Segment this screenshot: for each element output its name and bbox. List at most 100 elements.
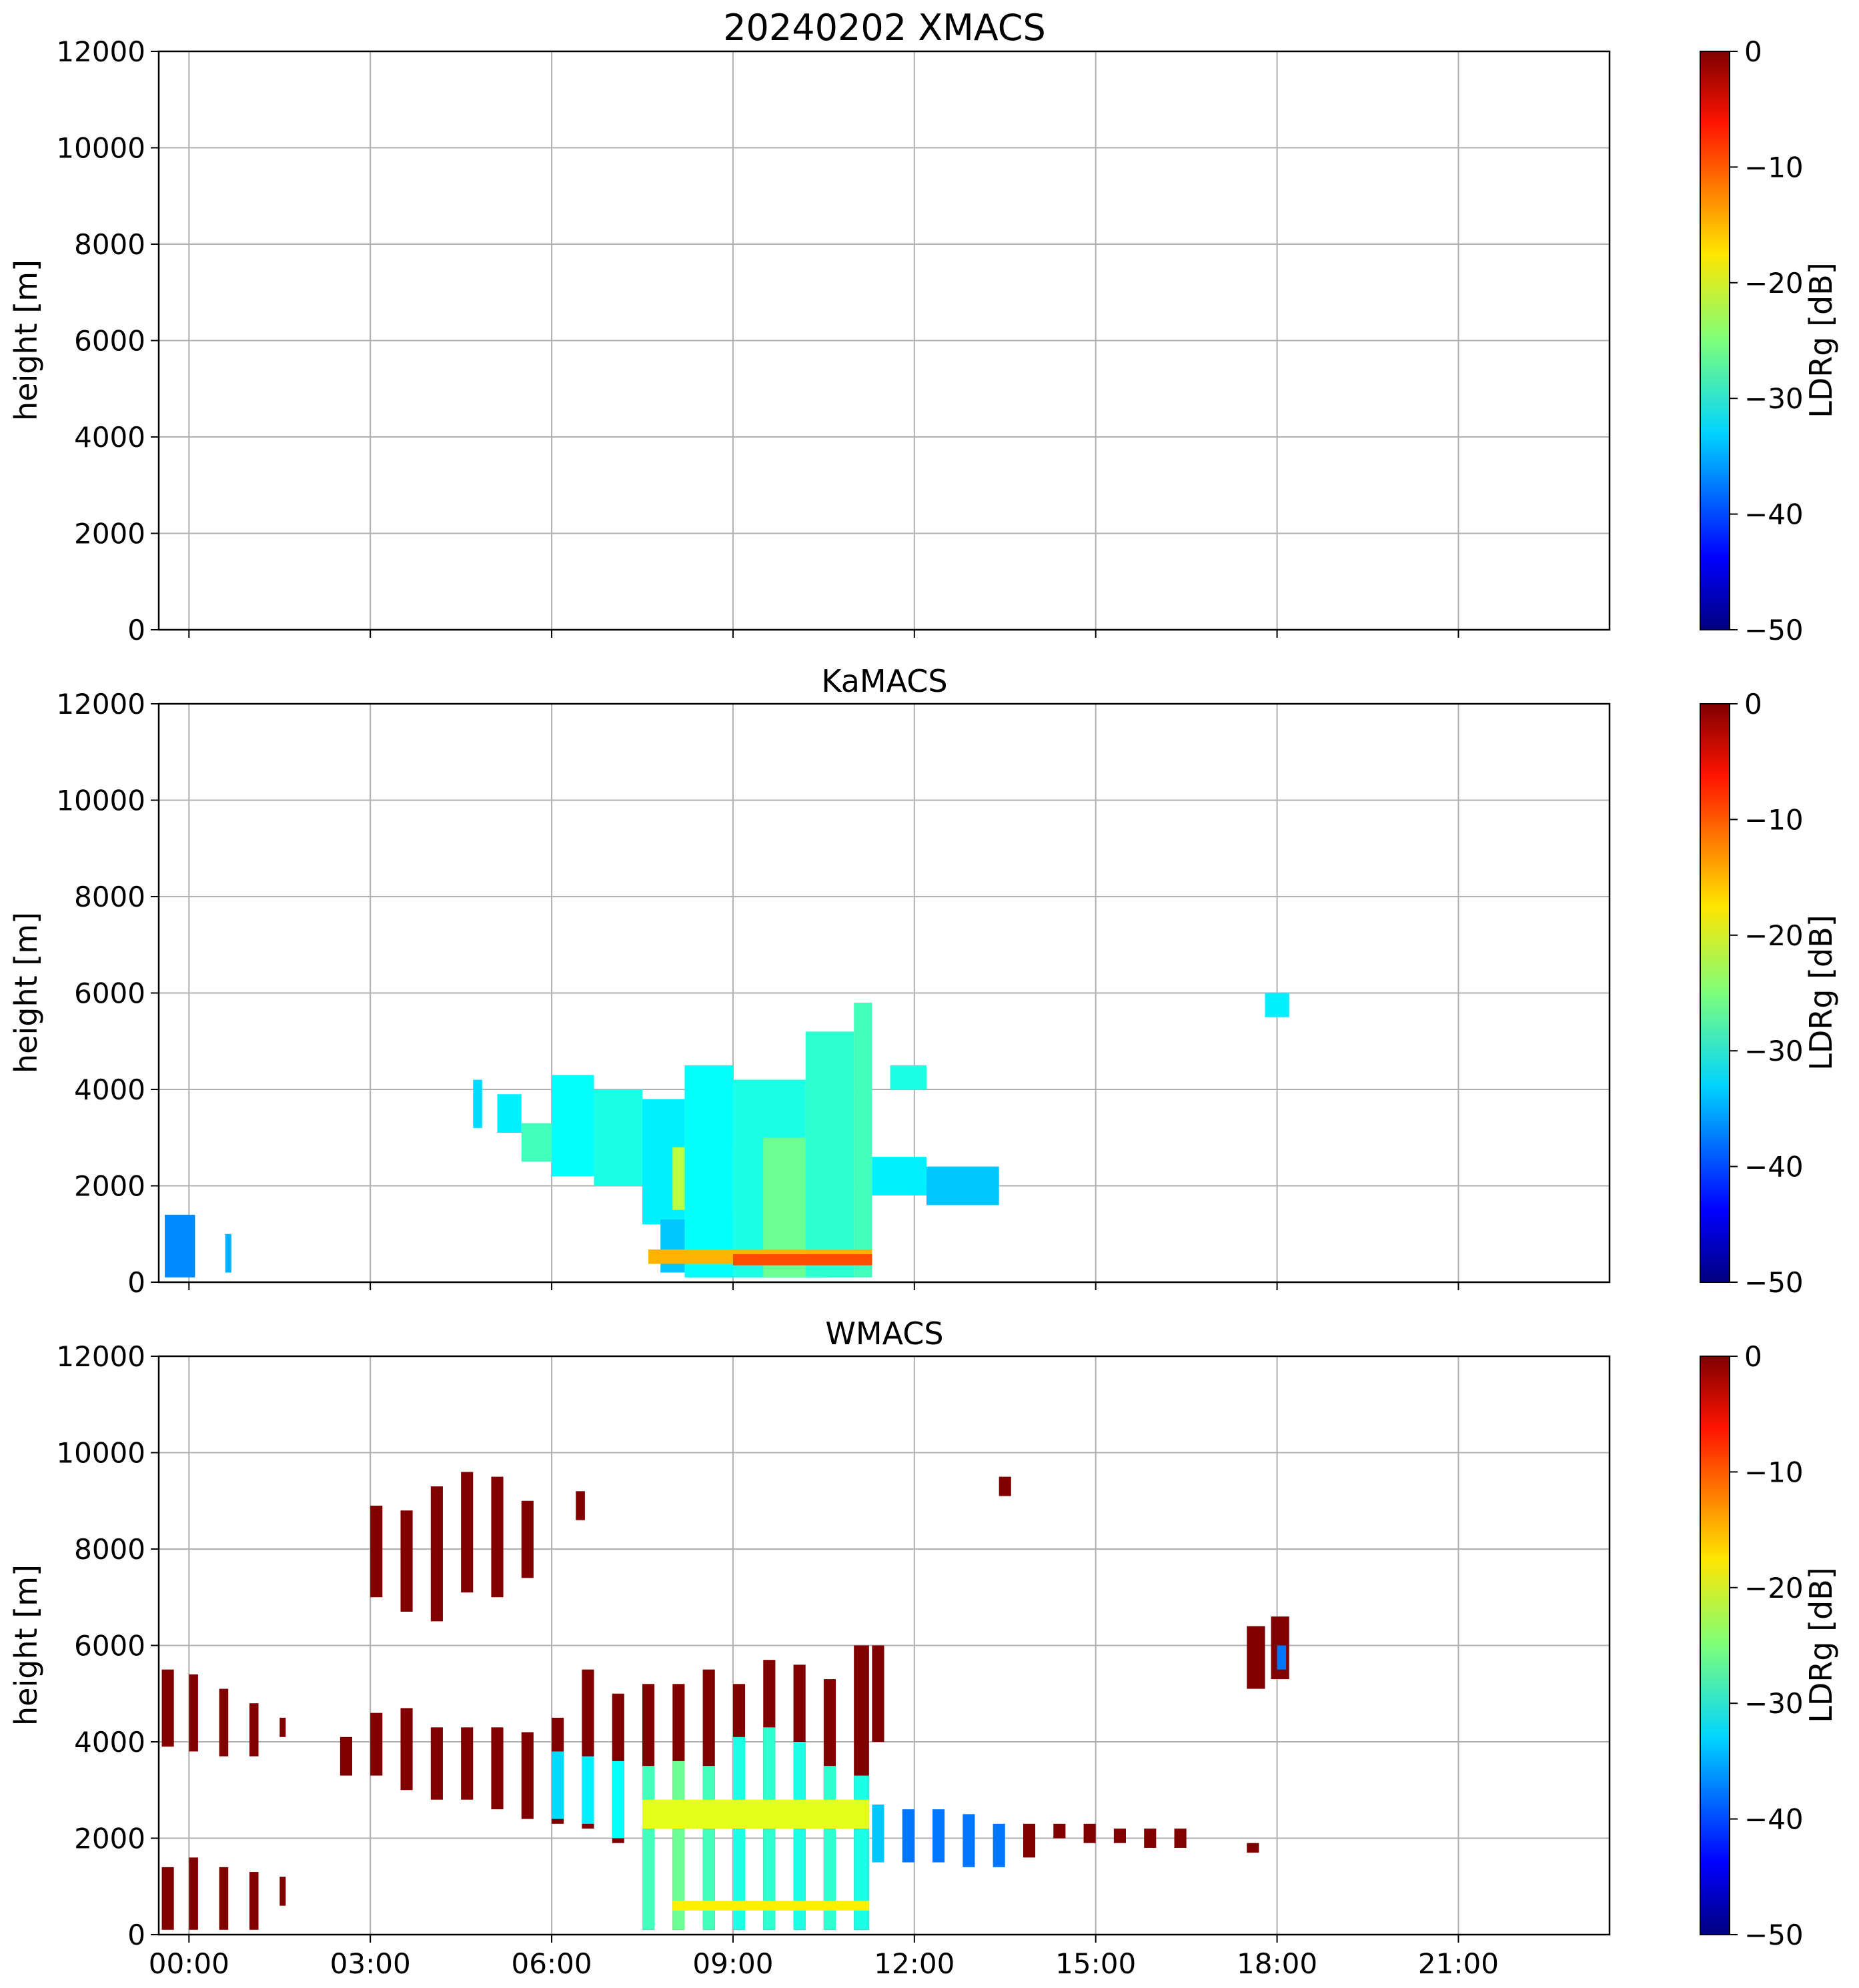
wmacs-ldr-cell: [189, 1857, 198, 1930]
kamacs-y-axis-label: height [m]: [8, 912, 44, 1073]
kamacs-ldr-cell: [497, 1094, 522, 1133]
wmacs-ldr-cell: [993, 1823, 1005, 1867]
kamacs-cbtick-label: −10: [1744, 803, 1804, 836]
kamacs-ldr-cell: [594, 1089, 642, 1186]
wmacs-cbtick-label: −40: [1744, 1803, 1804, 1836]
wmacs-ldr-cell: [576, 1491, 585, 1520]
xmacs-cbtick-label: −40: [1744, 498, 1804, 531]
wmacs-ldr-cell: [732, 1736, 746, 1930]
wmacs-colorbar-ticks: 0 −10 −20 −30 −40 −50: [1730, 1340, 1804, 1951]
wmacs-cbtick-label: −20: [1744, 1572, 1804, 1604]
kamacs-ldr-cell: [854, 1002, 872, 1278]
kamacs-ytick-label: 6000: [74, 977, 145, 1010]
xmacs-cbtick-label: −50: [1744, 614, 1804, 646]
wmacs-xtick-label: 12:00: [874, 1947, 955, 1980]
wmacs-y-axis: 0 2000 4000 6000 8000 10000 12000: [56, 1340, 159, 1951]
wmacs-ytick-label: 10000: [56, 1437, 145, 1470]
kamacs-colorbar-label: LDRg [dB]: [1803, 915, 1839, 1070]
wmacs-xtick-label: 18:00: [1237, 1947, 1317, 1980]
kamacs-title: KaMACS: [821, 663, 947, 699]
wmacs-ldr-cell: [279, 1877, 286, 1906]
wmacs-ytick-label: 8000: [74, 1533, 145, 1566]
wmacs-ldr-cell: [279, 1717, 286, 1737]
wmacs-ldr-cell: [400, 1708, 413, 1791]
wmacs-ldr-cell: [219, 1688, 229, 1757]
wmacs-ldr-cell: [370, 1505, 383, 1598]
wmacs-cbtick-label: −30: [1744, 1687, 1804, 1720]
xmacs-colorbar-ticks: 0 −10 −20 −30 −40 −50: [1730, 35, 1804, 646]
xmacs-cbtick-label: 0: [1744, 35, 1762, 68]
kamacs-cbtick-label: −20: [1744, 919, 1804, 952]
xmacs-ytick-label: 10000: [56, 132, 145, 165]
kamacs-colorbar-bar: [1700, 703, 1730, 1283]
wmacs-ldr-cell: [1277, 1645, 1287, 1670]
wmacs-ldr-cell: [430, 1727, 443, 1800]
kamacs-cbtick-label: −30: [1744, 1035, 1804, 1067]
wmacs-ldr-cell: [219, 1867, 229, 1930]
wmacs-ldr-cell: [642, 1766, 655, 1930]
kamacs-ldr-cell: [521, 1123, 552, 1162]
kamacs-ldr-cell: [225, 1233, 231, 1273]
kamacs-cbtick-label: −40: [1744, 1151, 1804, 1183]
wmacs-xtick-label: 06:00: [512, 1947, 592, 1980]
wmacs-ldr-cell: [1113, 1829, 1126, 1843]
wmacs-colorbar-bar: [1700, 1356, 1730, 1935]
xmacs-colorbar-bar: [1700, 51, 1730, 630]
wmacs-xtick-label: 09:00: [692, 1947, 773, 1980]
kamacs-ldr-cell: [872, 1157, 926, 1195]
wmacs-ldr-cell: [1023, 1823, 1036, 1858]
xmacs-cbtick-label: −20: [1744, 267, 1804, 300]
wmacs-ldr-cell: [612, 1761, 624, 1839]
wmacs-ldr-cell: [491, 1727, 504, 1810]
wmacs-ldr-cell: [340, 1736, 352, 1776]
kamacs-ytick-label: 2000: [74, 1170, 145, 1203]
xmacs-y-axis-label: height [m]: [8, 260, 44, 421]
wmacs-xtick-label: 15:00: [1055, 1947, 1136, 1980]
wmacs-ldr-cell: [400, 1510, 413, 1612]
xmacs-y-axis: 0 2000 4000 6000 8000 10000 12000: [56, 35, 159, 646]
wmacs-ldr-cell: [1083, 1823, 1096, 1843]
wmacs-ldr-cell: [672, 1901, 869, 1911]
wmacs-ldr-cell: [1174, 1829, 1187, 1848]
wmacs-ldr-cell: [642, 1799, 869, 1829]
wmacs-x-axis: 00:00 03:00 06:00 09:00 12:00 15:00 18:00 21:00: [149, 1935, 1499, 1980]
kamacs-ytick-label: 12000: [56, 688, 145, 720]
wmacs-ldr-cell: [430, 1486, 443, 1622]
wmacs-title: WMACS: [825, 1316, 943, 1352]
xmacs-cbtick-label: −30: [1744, 382, 1804, 415]
wmacs-ldr-cell: [521, 1500, 534, 1578]
wmacs-cbtick-label: 0: [1744, 1340, 1762, 1373]
wmacs-xtick-label: 03:00: [330, 1947, 411, 1980]
xmacs-colorbar: 0 −10 −20 −30 −40 −50 LDRg [dB]: [1700, 35, 1839, 646]
kamacs-y-axis: 0 2000 4000 6000 8000 10000 12000: [56, 688, 159, 1299]
figure-title: 20240202 XMACS: [723, 7, 1046, 49]
wmacs-ytick-label: 12000: [56, 1340, 145, 1373]
wmacs-xtick-label: 21:00: [1418, 1947, 1499, 1980]
kamacs-ldr-cell: [684, 1065, 733, 1278]
wmacs-ldr-cell: [872, 1645, 884, 1742]
wmacs-ldr-cell: [161, 1867, 174, 1930]
panel-kamacs: KaMACS 0 2000 4000 6000 8000 10000 12000 heigh…: [8, 663, 1839, 1299]
kamacs-x-axis: [188, 1282, 1459, 1290]
wmacs-ldr-cell: [370, 1712, 383, 1776]
kamacs-ldr-cell: [1265, 993, 1289, 1017]
wmacs-ldr-cell: [189, 1674, 198, 1752]
kamacs-ldr-cell: [552, 1075, 594, 1177]
wmacs-colorbar-label: LDRg [dB]: [1803, 1567, 1839, 1722]
wmacs-ldr-cell: [249, 1872, 259, 1930]
wmacs-cbtick-label: −50: [1744, 1919, 1804, 1951]
wmacs-ldr-cell: [872, 1804, 884, 1863]
wmacs-y-axis-label: height [m]: [8, 1564, 44, 1726]
wmacs-ytick-label: 4000: [74, 1726, 145, 1759]
kamacs-ldr-cell: [660, 1219, 685, 1273]
kamacs-ytick-label: 8000: [74, 881, 145, 913]
xmacs-grid: [159, 51, 1610, 630]
kamacs-ldr-cell: [473, 1079, 482, 1128]
wmacs-ldr-cell: [521, 1732, 534, 1819]
wmacs-ytick-label: 0: [127, 1919, 145, 1951]
xmacs-cbtick-label: −10: [1744, 151, 1804, 183]
wmacs-ldr-cell: [249, 1703, 259, 1757]
kamacs-ldr-cell: [732, 1254, 872, 1266]
